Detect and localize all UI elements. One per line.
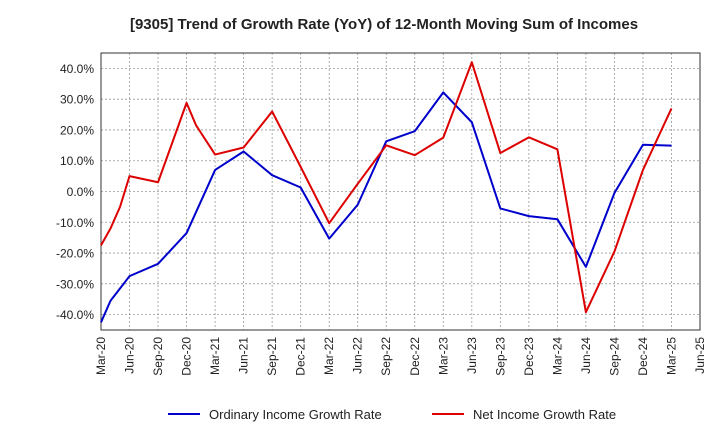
y-tick-label: 20.0% — [60, 123, 94, 137]
legend-label: Net Income Growth Rate — [473, 407, 616, 422]
x-tick-label: Jun-24 — [579, 337, 593, 374]
series-line-net-income — [100, 61, 673, 314]
legend-label: Ordinary Income Growth Rate — [209, 407, 382, 422]
x-tick-label: Mar-22 — [322, 337, 336, 375]
y-tick-label: 10.0% — [60, 154, 94, 168]
y-tick-label: -20.0% — [56, 247, 94, 261]
axes: -40.0% -30.0% -20.0% -10.0% 0.0% 10.0% 20.0% 30… — [56, 52, 707, 376]
x-tick-label: Jun-23 — [465, 337, 479, 374]
series-line-ordinary-income — [100, 91, 672, 323]
x-tick-label: Dec-24 — [636, 337, 650, 376]
x-tick-label: Mar-20 — [94, 337, 108, 375]
x-tick-label: Sep-22 — [379, 337, 393, 376]
x-tick-label: Dec-20 — [180, 337, 194, 376]
x-tick-label: Mar-25 — [664, 337, 678, 375]
x-tick-label: Jun-20 — [123, 337, 137, 374]
x-tick-label: Mar-23 — [436, 337, 450, 375]
y-tick-label: 0.0% — [67, 185, 95, 199]
legend: Ordinary Income Growth Rate Net Income Gr… — [168, 407, 616, 422]
y-tick-label: 30.0% — [60, 93, 94, 107]
x-tick-label: Jun-22 — [351, 337, 365, 374]
plot-border — [100, 52, 701, 331]
x-tick-label: Dec-22 — [408, 337, 422, 376]
series-lines — [100, 61, 673, 323]
x-tick-label: Sep-24 — [607, 337, 621, 376]
x-tick-label: Jun-21 — [237, 337, 251, 374]
y-tick-label: -40.0% — [56, 308, 94, 322]
chart-title: [9305] Trend of Growth Rate (YoY) of 12-… — [130, 16, 638, 33]
x-tick-label: Sep-21 — [265, 337, 279, 376]
y-tick-label: 40.0% — [60, 62, 94, 76]
x-tick-label: Jun-25 — [693, 337, 707, 374]
x-tick-label: Mar-21 — [208, 337, 222, 375]
x-tick-label: Mar-24 — [550, 337, 564, 375]
y-tick-label: -30.0% — [56, 277, 94, 291]
y-tick-label: -10.0% — [56, 216, 94, 230]
x-tick-label: Sep-20 — [151, 337, 165, 376]
x-tick-label: Dec-21 — [294, 337, 308, 376]
x-tick-label: Dec-23 — [522, 337, 536, 376]
x-tick-label: Sep-23 — [493, 337, 507, 376]
